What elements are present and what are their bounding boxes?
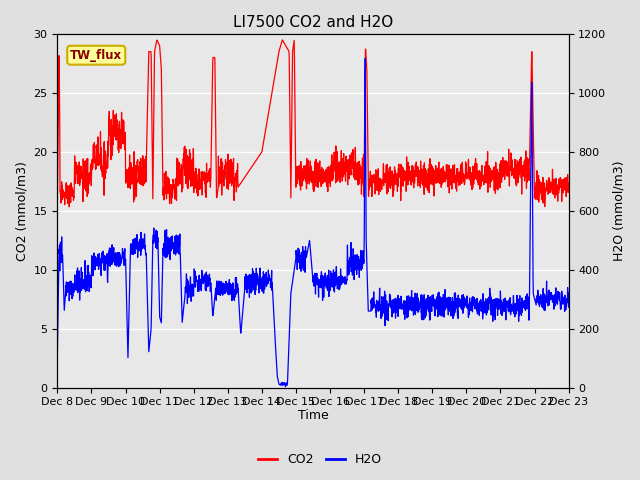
CO2 — [564, 182, 572, 188]
Text: TW_flux: TW_flux — [70, 48, 122, 62]
H2O — [54, 349, 61, 355]
CO2 — [534, 191, 542, 197]
Line: CO2: CO2 — [58, 40, 568, 207]
Y-axis label: H2O (mmol/m3): H2O (mmol/m3) — [612, 161, 625, 261]
Legend: CO2, H2O: CO2, H2O — [253, 448, 387, 471]
H2O — [362, 56, 369, 61]
CO2 — [278, 37, 286, 43]
CO2 — [65, 204, 73, 210]
CO2 — [54, 196, 61, 202]
CO2 — [328, 152, 335, 157]
CO2 — [196, 183, 204, 189]
CO2 — [462, 159, 470, 165]
H2O — [196, 287, 204, 292]
Line: H2O: H2O — [58, 59, 568, 387]
H2O — [462, 299, 470, 304]
CO2 — [339, 161, 347, 167]
H2O — [339, 280, 346, 286]
H2O — [564, 304, 572, 310]
Y-axis label: CO2 (mmol/m3): CO2 (mmol/m3) — [15, 161, 28, 261]
H2O — [534, 293, 542, 299]
H2O — [520, 298, 528, 304]
CO2 — [520, 171, 528, 177]
H2O — [282, 384, 289, 390]
H2O — [328, 284, 335, 289]
Title: LI7500 CO2 and H2O: LI7500 CO2 and H2O — [233, 15, 393, 30]
X-axis label: Time: Time — [298, 409, 328, 422]
